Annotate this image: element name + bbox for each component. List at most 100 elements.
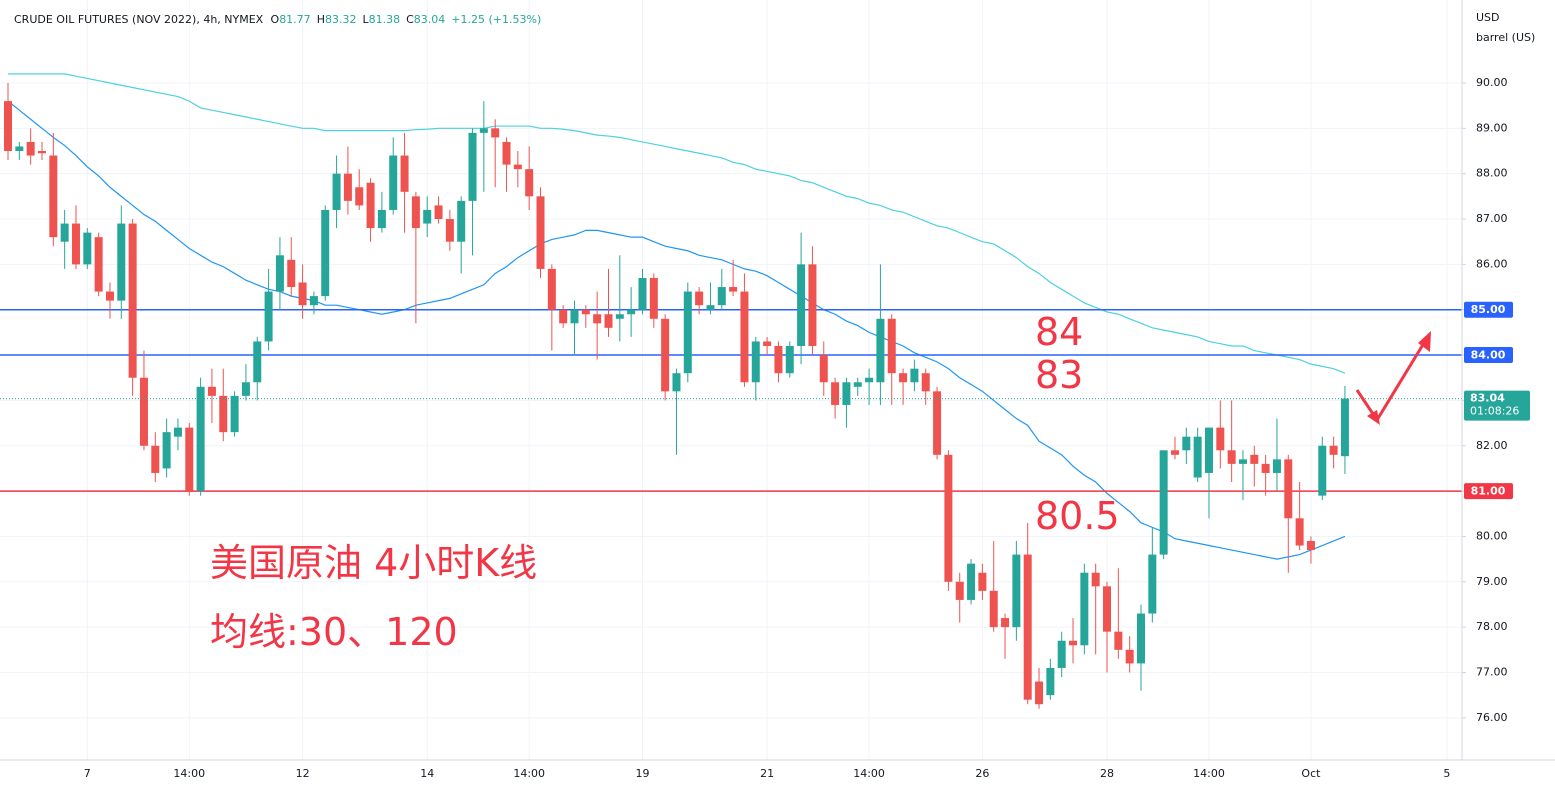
candle-body: [377, 209, 386, 229]
candle-body: [1295, 518, 1304, 546]
candle-body: [49, 155, 58, 238]
candle-body: [785, 345, 794, 374]
candle-body: [445, 219, 454, 242]
candle-body: [60, 223, 69, 242]
candle-body: [672, 373, 681, 392]
y-tick-label: 80.00: [1476, 529, 1508, 542]
candle-body: [1012, 554, 1021, 628]
candle-body: [740, 291, 749, 383]
candle-body: [1091, 572, 1100, 587]
candle-body: [468, 132, 477, 201]
candle-body: [366, 182, 375, 229]
candle-body: [1238, 459, 1247, 464]
candle-body: [797, 264, 806, 346]
candle-body: [491, 128, 500, 138]
x-tick-label: 12: [296, 767, 310, 780]
candle-body: [1057, 640, 1066, 668]
candle-body: [604, 314, 613, 328]
candle-body: [1340, 398, 1349, 457]
candle-body: [1103, 586, 1112, 632]
legend-key: L: [362, 13, 369, 26]
candle-body: [1114, 631, 1123, 650]
candle-body: [1272, 459, 1281, 473]
candle-body: [423, 209, 432, 224]
candle-body: [1227, 450, 1236, 464]
candle-body: [105, 291, 114, 301]
unit: USD: [1476, 11, 1500, 24]
candle-body: [434, 205, 443, 220]
legend-value: 81.77: [279, 13, 311, 26]
candle-body: [661, 318, 670, 392]
candle-body: [763, 341, 772, 346]
x-tick-label: 14:00: [173, 767, 205, 780]
candle-body: [1148, 554, 1157, 614]
candle-body: [955, 581, 964, 600]
candle-body: [287, 259, 296, 288]
candle-body: [343, 173, 352, 201]
candle-body: [230, 395, 239, 433]
candle-body: [887, 318, 896, 374]
candle-body: [389, 155, 398, 210]
candle-body: [1306, 540, 1315, 551]
candle-body: [921, 373, 930, 392]
candle-body: [559, 309, 568, 324]
candle-body: [117, 223, 126, 301]
candle-body: [173, 427, 182, 437]
legend-value: 81.38: [369, 13, 401, 26]
candle-body: [400, 155, 409, 192]
price-badge: [1464, 483, 1513, 500]
x-tick-label: 7: [84, 767, 91, 780]
candle-body: [185, 427, 194, 492]
candle-body: [1080, 572, 1089, 646]
candle-body: [1204, 427, 1213, 473]
candle-body: [627, 309, 636, 315]
chart-header: CRUDE OIL FUTURES (NOV 2022), 4h, NYMEX O…: [14, 13, 541, 26]
candle-body: [819, 355, 828, 383]
x-tick-label: 14:00: [853, 767, 885, 780]
candle-body: [264, 291, 273, 342]
price-badge: [1464, 347, 1513, 364]
plot: [0, 73, 1462, 709]
annotation: 80.5: [1035, 494, 1120, 538]
candle-body: [910, 368, 919, 383]
legend-change: +1.25 (+1.53%): [451, 13, 541, 26]
candle-body: [139, 377, 148, 446]
y-tick-label: 76.00: [1476, 711, 1508, 724]
last-price-badge: [1464, 390, 1530, 421]
y-tick-label: 87.00: [1476, 212, 1508, 225]
price-badge-label: 85.00: [1471, 303, 1506, 316]
candle-body: [309, 296, 318, 306]
candle-body: [751, 341, 760, 383]
candle-body: [593, 314, 602, 324]
candle-body: [1329, 445, 1338, 455]
candle-body: [275, 255, 284, 292]
candle-body: [683, 291, 692, 374]
moving-average-line: [7, 100, 1346, 560]
candle-body: [774, 345, 783, 374]
candle-body: [479, 128, 488, 133]
candle-body: [1125, 649, 1134, 664]
candle-body: [94, 237, 103, 292]
candle-body: [37, 151, 46, 154]
candle-body: [808, 264, 817, 346]
candle-body: [71, 223, 80, 265]
y-tick-label: 82.00: [1476, 439, 1508, 452]
candle-body: [1318, 445, 1327, 496]
candle-body: [355, 187, 364, 206]
annotation: 均线:30、120: [210, 610, 458, 654]
candle-body: [128, 223, 137, 378]
candle-body: [1284, 459, 1293, 519]
candle-body: [151, 445, 160, 473]
price-badge: [1464, 301, 1513, 318]
candle-body: [162, 432, 171, 469]
candle-body: [219, 395, 228, 433]
candle-body: [615, 314, 624, 319]
candle-body: [457, 200, 466, 242]
candle-body: [241, 382, 250, 396]
symbol: CRUDE OIL FUTURES (NOV 2022), 4h, NYMEX: [14, 13, 264, 26]
candle-body: [513, 164, 522, 170]
legend-key: C: [406, 13, 414, 26]
candle-body: [967, 563, 976, 600]
